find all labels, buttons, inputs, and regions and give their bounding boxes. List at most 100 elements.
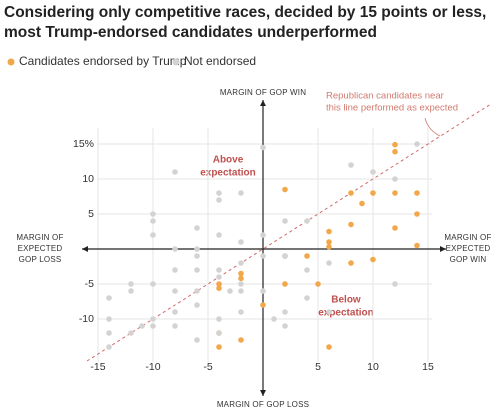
x-tick-label: -10 — [145, 361, 160, 373]
point — [194, 288, 200, 294]
legend-label: Candidates endorsed by Trump — [19, 54, 187, 68]
point — [216, 330, 222, 336]
x-tick-label: 10 — [367, 361, 379, 373]
axis-label: GOP WIN — [450, 255, 487, 264]
point — [326, 239, 332, 245]
point — [216, 285, 222, 292]
point — [282, 323, 288, 329]
point — [216, 267, 222, 273]
point — [238, 190, 244, 196]
point — [216, 190, 222, 196]
annotation: Above — [213, 155, 244, 166]
point — [172, 246, 178, 252]
point — [304, 218, 310, 224]
point — [392, 225, 398, 231]
point — [216, 281, 222, 287]
axis-label: MARGIN OF GOP LOSS — [217, 400, 309, 409]
point — [282, 253, 288, 259]
point — [370, 169, 376, 175]
point — [414, 211, 420, 217]
point — [227, 288, 233, 294]
legend-marker — [172, 58, 180, 66]
annotation: Republican candidates near — [326, 91, 444, 102]
point — [392, 141, 398, 148]
point — [238, 337, 244, 343]
point — [150, 281, 156, 287]
point — [194, 337, 200, 343]
point — [238, 309, 244, 315]
point — [348, 162, 354, 168]
point — [172, 169, 178, 175]
point — [194, 253, 200, 259]
point — [238, 275, 244, 282]
point — [238, 281, 244, 287]
point — [172, 267, 178, 273]
point — [326, 228, 332, 235]
point — [150, 211, 156, 217]
point — [194, 267, 200, 273]
y-tick-label: 10 — [82, 173, 94, 185]
x-tick-label: -5 — [203, 361, 212, 373]
point — [414, 141, 420, 147]
point — [260, 253, 266, 259]
point — [282, 281, 288, 287]
point — [392, 176, 398, 182]
x-tick-label: -15 — [90, 361, 105, 373]
annotation: Below — [331, 295, 361, 306]
y-tick-label: 15% — [73, 138, 94, 150]
point — [414, 190, 420, 196]
point — [392, 190, 398, 196]
point — [150, 218, 156, 224]
legend-marker — [7, 58, 15, 66]
point — [326, 344, 332, 350]
axis-label: MARGIN OF — [16, 233, 63, 242]
point — [150, 316, 156, 322]
point — [139, 323, 145, 329]
reference-line — [86, 102, 493, 362]
point — [315, 281, 321, 287]
point — [216, 274, 222, 280]
chart-title: most Trump-endorsed candidates underperf… — [4, 24, 377, 41]
annotation: expectation — [318, 308, 374, 319]
point — [348, 221, 354, 228]
point — [216, 344, 222, 350]
chart-title: Considering only competitive races, deci… — [4, 4, 486, 21]
point — [260, 288, 266, 294]
point — [304, 253, 310, 259]
point — [326, 309, 332, 315]
point — [216, 316, 222, 322]
point — [106, 330, 112, 336]
point — [106, 316, 112, 322]
annotation: expectation — [200, 168, 256, 179]
y-tick-label: -10 — [79, 313, 94, 325]
axis-label: EXPECTED — [18, 244, 63, 253]
point — [216, 197, 222, 203]
x-tick-label: 15 — [422, 361, 434, 373]
point — [271, 316, 277, 322]
point — [304, 295, 310, 301]
point — [260, 232, 266, 238]
axis-label: EXPECTED — [446, 244, 491, 253]
point — [128, 281, 134, 287]
y-tick-label: 5 — [88, 208, 94, 220]
axis-label: GOP LOSS — [19, 255, 62, 264]
axis-label: MARGIN OF — [444, 233, 491, 242]
point — [282, 309, 288, 315]
point — [106, 344, 112, 350]
point — [238, 288, 244, 294]
x-tick-label: 5 — [315, 361, 321, 373]
point — [304, 267, 310, 273]
point — [392, 148, 398, 155]
point — [392, 281, 398, 287]
point — [326, 260, 332, 266]
point — [128, 330, 134, 336]
point — [216, 232, 222, 238]
legend-label: Not endorsed — [184, 54, 256, 68]
point — [194, 302, 200, 308]
axis-label: MARGIN OF GOP WIN — [220, 88, 306, 97]
point — [370, 256, 376, 263]
point — [128, 288, 134, 294]
point — [194, 246, 200, 252]
point — [260, 302, 266, 308]
